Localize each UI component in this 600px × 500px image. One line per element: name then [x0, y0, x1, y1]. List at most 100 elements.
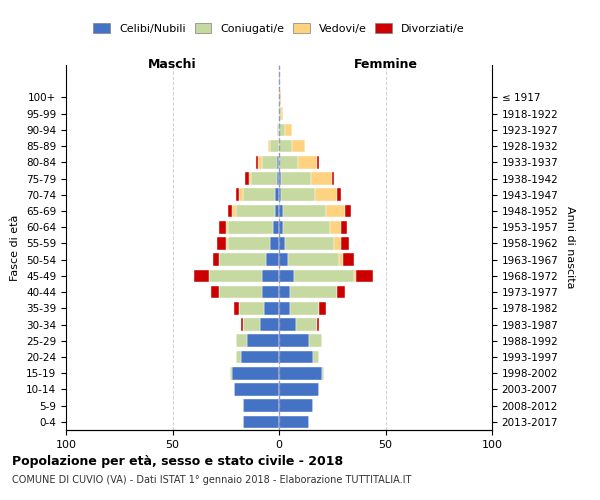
Bar	[220, 254, 266, 266]
Legend: Celibi/Nubili, Coniugati/e, Vedovi/e, Divorziati/e: Celibi/Nubili, Coniugati/e, Vedovi/e, Di…	[90, 20, 468, 37]
Bar	[230, 367, 232, 380]
Bar	[264, 302, 279, 314]
Bar	[287, 254, 338, 266]
Bar	[228, 237, 271, 250]
Bar	[292, 140, 305, 152]
Bar	[319, 302, 326, 314]
Bar	[247, 334, 279, 347]
Bar	[279, 91, 281, 104]
Bar	[317, 318, 319, 331]
Bar	[322, 367, 324, 380]
Bar	[279, 188, 281, 201]
Bar	[313, 350, 319, 364]
Bar	[279, 383, 319, 396]
Bar	[279, 204, 283, 218]
Bar	[332, 172, 334, 185]
Bar	[234, 302, 239, 314]
Bar	[209, 270, 262, 282]
Bar	[279, 400, 313, 412]
Bar	[309, 334, 322, 347]
Bar	[279, 270, 294, 282]
Bar	[337, 188, 341, 201]
Bar	[294, 270, 353, 282]
Bar	[286, 237, 334, 250]
Bar	[279, 108, 281, 120]
Bar	[290, 302, 319, 314]
Bar	[211, 286, 220, 298]
Bar	[220, 221, 226, 234]
Bar	[279, 286, 290, 298]
Text: Femmine: Femmine	[353, 58, 418, 71]
Bar	[258, 156, 262, 168]
Bar	[345, 204, 352, 218]
Bar	[236, 204, 275, 218]
Bar	[272, 221, 279, 234]
Bar	[260, 318, 279, 331]
Bar	[315, 188, 337, 201]
Bar	[279, 124, 286, 136]
Y-axis label: Fasce di età: Fasce di età	[10, 214, 20, 280]
Bar	[243, 318, 260, 331]
Bar	[236, 334, 247, 347]
Bar	[334, 237, 341, 250]
Bar	[283, 221, 330, 234]
Bar	[275, 204, 279, 218]
Bar	[228, 204, 232, 218]
Bar	[279, 334, 309, 347]
Bar	[232, 204, 236, 218]
Bar	[341, 221, 347, 234]
Bar	[279, 156, 298, 168]
Bar	[271, 140, 279, 152]
Bar	[220, 286, 262, 298]
Bar	[311, 172, 332, 185]
Bar	[226, 237, 228, 250]
Y-axis label: Anni di nascita: Anni di nascita	[565, 206, 575, 289]
Bar	[232, 367, 279, 380]
Bar	[275, 188, 279, 201]
Bar	[277, 124, 279, 136]
Text: COMUNE DI CUVIO (VA) - Dati ISTAT 1° gennaio 2018 - Elaborazione TUTTITALIA.IT: COMUNE DI CUVIO (VA) - Dati ISTAT 1° gen…	[12, 475, 412, 485]
Bar	[236, 188, 239, 201]
Bar	[271, 237, 279, 250]
Bar	[281, 172, 311, 185]
Bar	[239, 188, 243, 201]
Bar	[226, 221, 228, 234]
Bar	[277, 156, 279, 168]
Bar	[279, 172, 281, 185]
Bar	[286, 124, 292, 136]
Bar	[236, 350, 241, 364]
Bar	[266, 254, 279, 266]
Bar	[279, 221, 283, 234]
Bar	[228, 221, 272, 234]
Bar	[317, 156, 319, 168]
Bar	[290, 286, 337, 298]
Bar	[279, 367, 322, 380]
Bar	[243, 416, 279, 428]
Text: Popolazione per età, sesso e stato civile - 2018: Popolazione per età, sesso e stato civil…	[12, 455, 343, 468]
Bar	[281, 188, 315, 201]
Bar	[262, 286, 279, 298]
Bar	[279, 318, 296, 331]
Bar	[343, 254, 353, 266]
Bar	[279, 302, 290, 314]
Bar	[279, 416, 309, 428]
Bar	[268, 140, 271, 152]
Bar	[298, 156, 317, 168]
Bar	[241, 350, 279, 364]
Bar	[241, 318, 243, 331]
Bar	[296, 318, 317, 331]
Text: Maschi: Maschi	[148, 58, 197, 71]
Bar	[279, 254, 287, 266]
Bar	[337, 286, 345, 298]
Bar	[213, 254, 220, 266]
Bar	[251, 172, 277, 185]
Bar	[281, 108, 283, 120]
Bar	[249, 172, 251, 185]
Bar	[277, 172, 279, 185]
Bar	[245, 172, 249, 185]
Bar	[341, 237, 349, 250]
Bar	[356, 270, 373, 282]
Bar	[256, 156, 258, 168]
Bar	[353, 270, 356, 282]
Bar	[239, 302, 264, 314]
